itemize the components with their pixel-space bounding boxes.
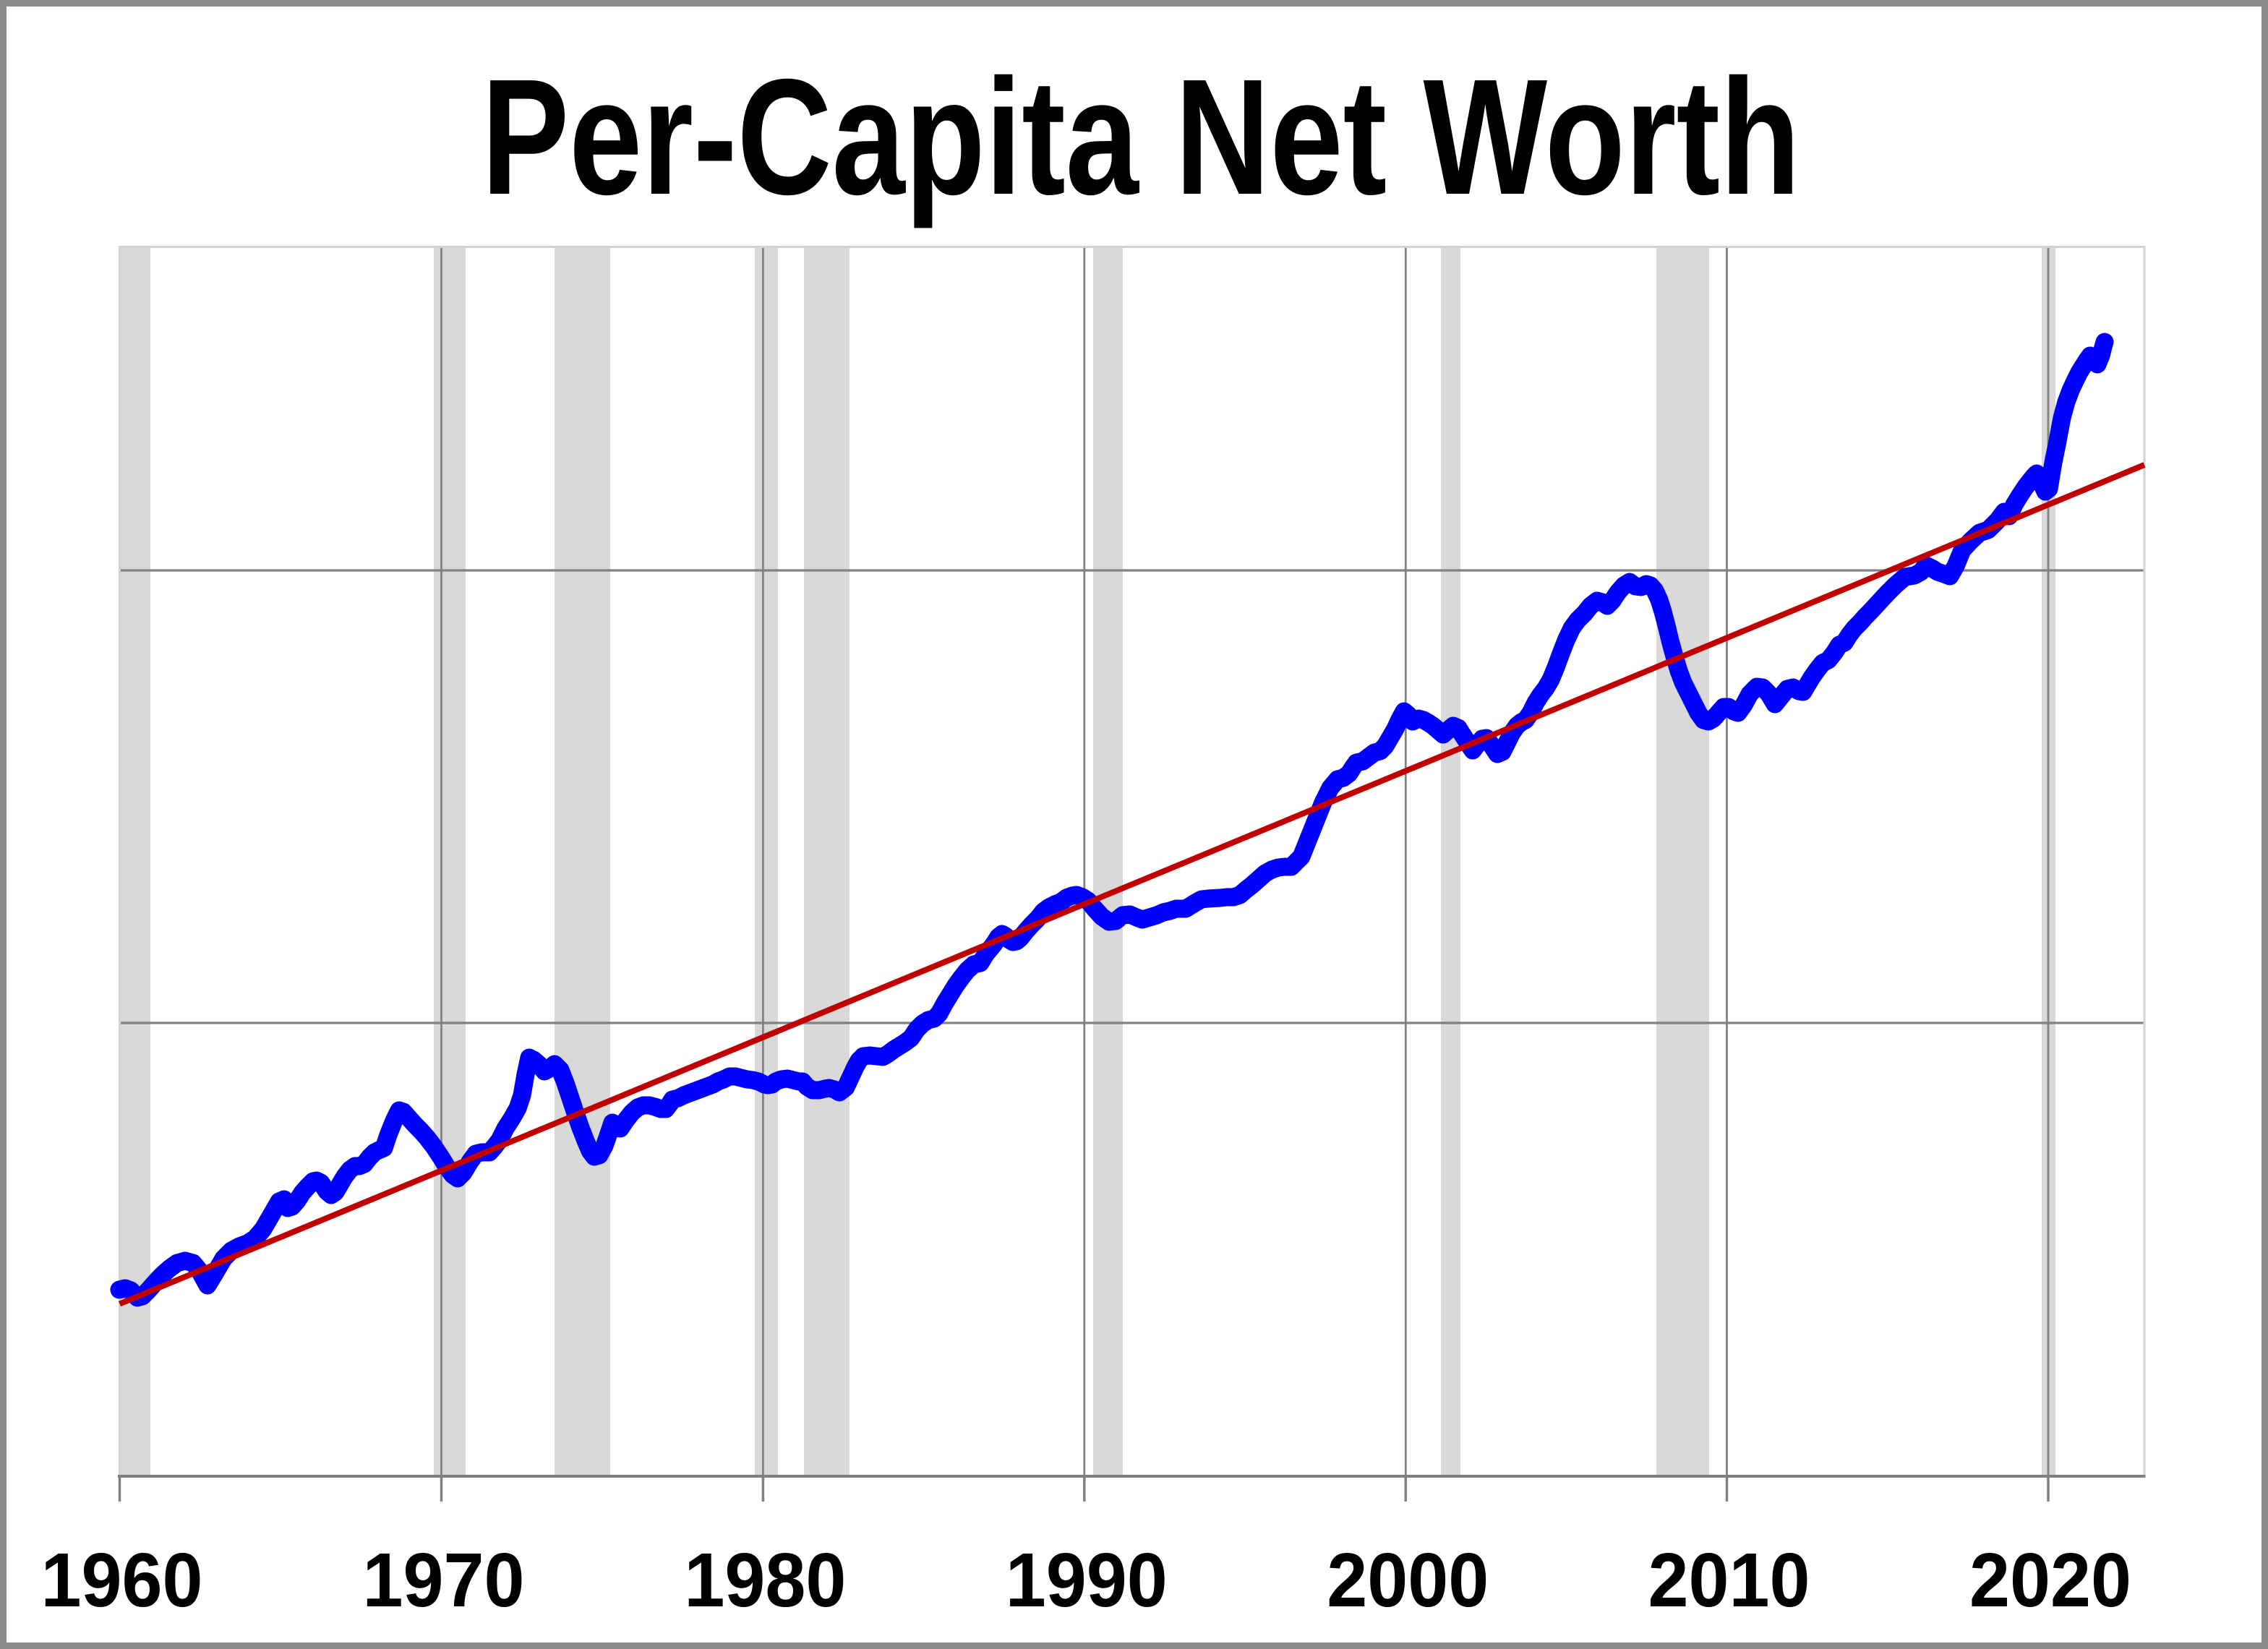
svg-text:1970: 1970 [362, 1537, 524, 1623]
svg-text:2010: 2010 [1648, 1537, 1810, 1623]
svg-text:2020: 2020 [1969, 1537, 2131, 1623]
svg-text:1960: 1960 [40, 1537, 202, 1623]
svg-text:1980: 1980 [684, 1537, 846, 1623]
svg-text:2000: 2000 [1327, 1537, 1489, 1623]
svg-text:Per-Capita Net Worth: Per-Capita Net Worth [482, 44, 1800, 228]
svg-text:1990: 1990 [1006, 1537, 1168, 1623]
